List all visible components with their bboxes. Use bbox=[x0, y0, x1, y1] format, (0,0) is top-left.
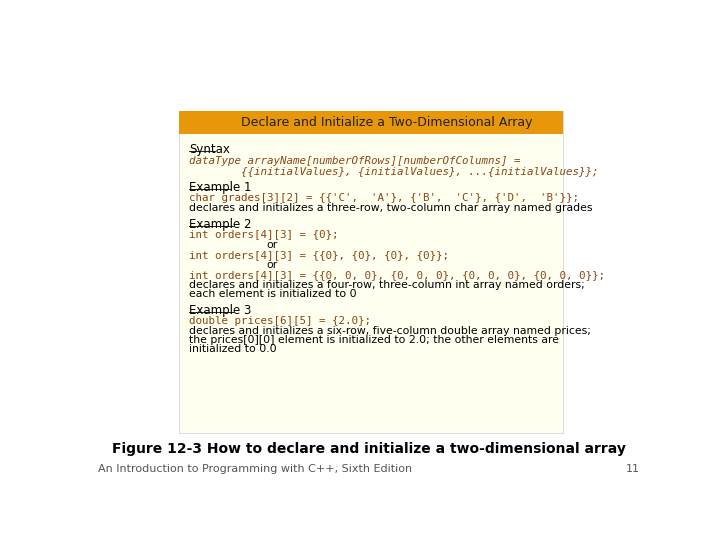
Text: dataType arrayName[numberOfRows][numberOfColumns] =: dataType arrayName[numberOfRows][numberO… bbox=[189, 156, 521, 166]
FancyBboxPatch shape bbox=[179, 111, 563, 433]
Text: char grades[3][2] = {{'C',  'A'}, {'B',  'C'}, {'D',  'B'}};: char grades[3][2] = {{'C', 'A'}, {'B', '… bbox=[189, 193, 579, 202]
Text: or: or bbox=[266, 260, 278, 269]
Text: int orders[4][3] = {{0}, {0}, {0}, {0}};: int orders[4][3] = {{0}, {0}, {0}, {0}}; bbox=[189, 249, 449, 260]
Text: Syntax: Syntax bbox=[189, 143, 230, 157]
Text: Example 1: Example 1 bbox=[189, 181, 252, 194]
Text: double prices[6][5] = {2.0};: double prices[6][5] = {2.0}; bbox=[189, 316, 372, 326]
Text: An Introduction to Programming with C++, Sixth Edition: An Introduction to Programming with C++,… bbox=[98, 464, 412, 475]
Text: Example 2: Example 2 bbox=[189, 218, 252, 231]
FancyBboxPatch shape bbox=[179, 111, 563, 134]
Text: the prices[0][0] element is initialized to 2.0; the other elements are: the prices[0][0] element is initialized … bbox=[189, 335, 559, 345]
Text: 11: 11 bbox=[626, 464, 640, 475]
Text: declares and initializes a three-row, two-column char array named grades: declares and initializes a three-row, tw… bbox=[189, 202, 593, 213]
Text: initialized to 0.0: initialized to 0.0 bbox=[189, 345, 276, 354]
Text: or: or bbox=[266, 240, 278, 249]
Text: each element is initialized to 0: each element is initialized to 0 bbox=[189, 289, 357, 299]
Text: declares and initializes a six-row, five-column double array named prices;: declares and initializes a six-row, five… bbox=[189, 326, 591, 336]
Text: Example 3: Example 3 bbox=[189, 304, 251, 318]
Text: int orders[4][3] = {0};: int orders[4][3] = {0}; bbox=[189, 230, 338, 240]
Text: {{initialValues}, {initialValues}, ...{initialValues}};: {{initialValues}, {initialValues}, ...{i… bbox=[189, 166, 599, 176]
Text: Declare and Initialize a Two-Dimensional Array: Declare and Initialize a Two-Dimensional… bbox=[241, 116, 533, 129]
Text: declares and initializes a four-row, three-column int array named orders;: declares and initializes a four-row, thr… bbox=[189, 280, 585, 289]
Text: HOW TO: HOW TO bbox=[189, 116, 248, 129]
Text: Figure 12-3 How to declare and initialize a two-dimensional array: Figure 12-3 How to declare and initializ… bbox=[112, 442, 626, 456]
Text: int orders[4][3] = {{0, 0, 0}, {0, 0, 0}, {0, 0, 0}, {0, 0, 0}};: int orders[4][3] = {{0, 0, 0}, {0, 0, 0}… bbox=[189, 269, 606, 280]
